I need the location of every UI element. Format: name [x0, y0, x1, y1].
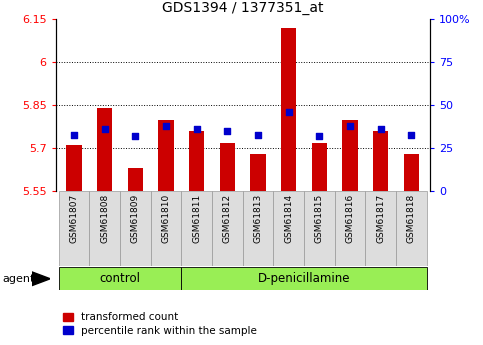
Point: [254, 132, 262, 137]
Bar: [335, 191, 366, 266]
Bar: [181, 191, 212, 266]
Point: [408, 132, 415, 137]
Point: [162, 123, 170, 129]
Text: GSM61814: GSM61814: [284, 194, 293, 243]
Legend: transformed count, percentile rank within the sample: transformed count, percentile rank withi…: [58, 308, 261, 340]
Bar: [120, 191, 151, 266]
Point: [193, 127, 200, 132]
Text: GSM61811: GSM61811: [192, 194, 201, 243]
Point: [131, 134, 139, 139]
Bar: [312, 142, 327, 191]
Text: GSM61816: GSM61816: [346, 194, 355, 243]
Text: GSM61809: GSM61809: [131, 194, 140, 243]
Point: [101, 127, 109, 132]
Bar: [128, 168, 143, 191]
Text: GSM61818: GSM61818: [407, 194, 416, 243]
Text: control: control: [99, 272, 141, 285]
Point: [315, 134, 323, 139]
Text: GSM61812: GSM61812: [223, 194, 232, 243]
Point: [70, 132, 78, 137]
Bar: [212, 191, 243, 266]
Bar: [404, 154, 419, 191]
Bar: [66, 146, 82, 191]
Bar: [366, 191, 396, 266]
Text: D-penicillamine: D-penicillamine: [258, 272, 350, 285]
Bar: [220, 142, 235, 191]
Title: GDS1394 / 1377351_at: GDS1394 / 1377351_at: [162, 1, 324, 15]
Point: [224, 128, 231, 134]
Bar: [97, 108, 113, 191]
Text: GSM61813: GSM61813: [254, 194, 263, 243]
Bar: [273, 191, 304, 266]
Bar: [396, 191, 427, 266]
Text: GSM61810: GSM61810: [161, 194, 170, 243]
Polygon shape: [32, 272, 50, 286]
Text: GSM61817: GSM61817: [376, 194, 385, 243]
Point: [285, 109, 293, 115]
Bar: [281, 28, 297, 191]
Text: agent: agent: [2, 274, 35, 284]
Bar: [250, 154, 266, 191]
Bar: [243, 191, 273, 266]
Bar: [373, 131, 388, 191]
Bar: [89, 191, 120, 266]
Bar: [158, 120, 174, 191]
Point: [346, 123, 354, 129]
Bar: [342, 120, 358, 191]
Text: GSM61807: GSM61807: [70, 194, 78, 243]
Point: [377, 127, 384, 132]
Bar: [304, 191, 335, 266]
Text: GSM61808: GSM61808: [100, 194, 109, 243]
Text: GSM61815: GSM61815: [315, 194, 324, 243]
Bar: [58, 267, 181, 290]
Bar: [189, 131, 204, 191]
Bar: [58, 191, 89, 266]
Bar: [181, 267, 427, 290]
Bar: [151, 191, 181, 266]
